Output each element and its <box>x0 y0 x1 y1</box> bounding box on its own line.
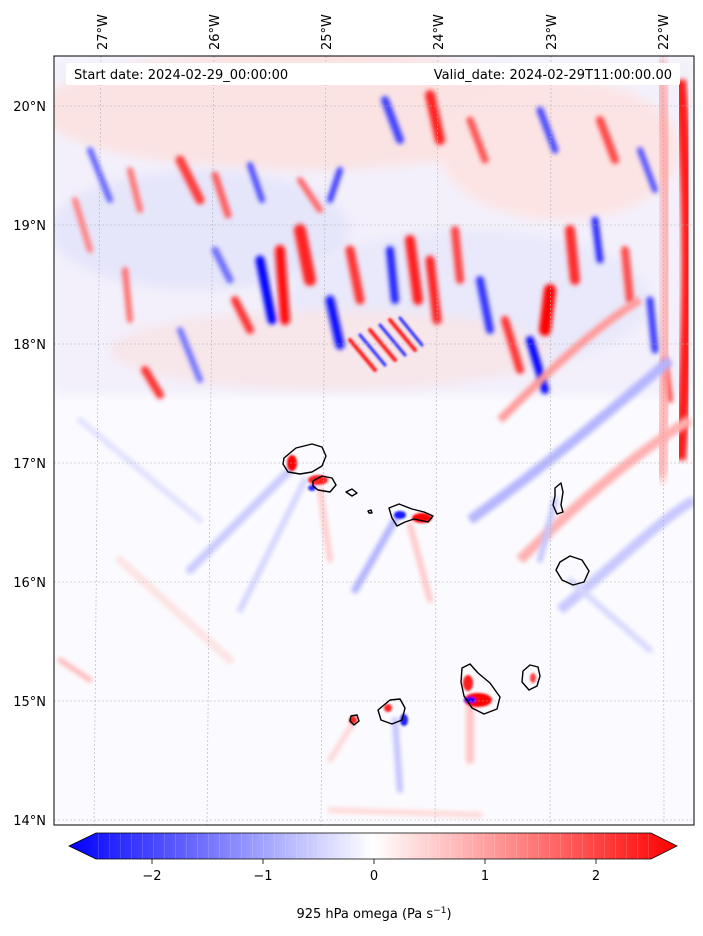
lon-label: 25°W <box>320 14 335 50</box>
island-sal <box>552 482 564 515</box>
colorbar-tick: 1 <box>481 869 489 884</box>
lat-label: 15°N <box>13 695 46 710</box>
colorbar-label: 925 hPa omega (Pa s−1) <box>296 906 451 922</box>
colorbar: −2 −1 0 1 2 925 hPa omega (Pa s−1) <box>68 832 678 922</box>
lat-label: 17°N <box>13 457 46 472</box>
coastlines <box>282 443 590 726</box>
lat-label: 14°N <box>13 814 46 829</box>
island-boa-vista <box>555 555 590 586</box>
lat-label: 18°N <box>13 338 46 353</box>
island-santa-luzia <box>345 488 358 497</box>
island-santo-antao <box>282 443 327 475</box>
header-box: Start date: 2024-02-29_00:00:00 Valid_da… <box>66 63 680 85</box>
latitude-labels: 20°N 19°N 18°N 17°N 16°N 15°N 14°N <box>13 100 46 829</box>
island-santiago <box>460 663 501 715</box>
map-frame <box>53 55 695 826</box>
colorbar-tick: 2 <box>592 869 600 884</box>
lon-label: 22°W <box>657 14 672 50</box>
lon-label: 26°W <box>208 14 223 50</box>
colorbar-tick: −2 <box>142 869 161 884</box>
longitude-labels: 27°W 26°W 25°W 24°W 23°W 22°W <box>96 14 672 50</box>
island-islet <box>367 509 373 514</box>
colorbar-outline <box>68 832 678 860</box>
island-fogo <box>377 698 406 725</box>
lat-label: 19°N <box>13 219 46 234</box>
valid-date-text: Valid_date: 2024-02-29T11:00:00.00 <box>434 68 672 83</box>
colorbar-tick: 0 <box>370 869 378 884</box>
island-sao-nicolau <box>388 503 434 527</box>
colorbar-tick: −1 <box>253 869 272 884</box>
lon-label: 27°W <box>96 14 111 50</box>
start-date-text: Start date: 2024-02-29_00:00:00 <box>74 68 288 83</box>
lon-label: 23°W <box>545 14 560 50</box>
lat-label: 20°N <box>13 100 46 115</box>
lon-label: 24°W <box>432 14 447 50</box>
island-sao-vicente <box>312 475 337 493</box>
omega-field <box>54 56 694 818</box>
island-maio <box>521 664 541 691</box>
island-brava <box>349 714 360 726</box>
map-panel <box>53 55 695 826</box>
lat-label: 16°N <box>13 576 46 591</box>
gridlines <box>54 55 694 826</box>
